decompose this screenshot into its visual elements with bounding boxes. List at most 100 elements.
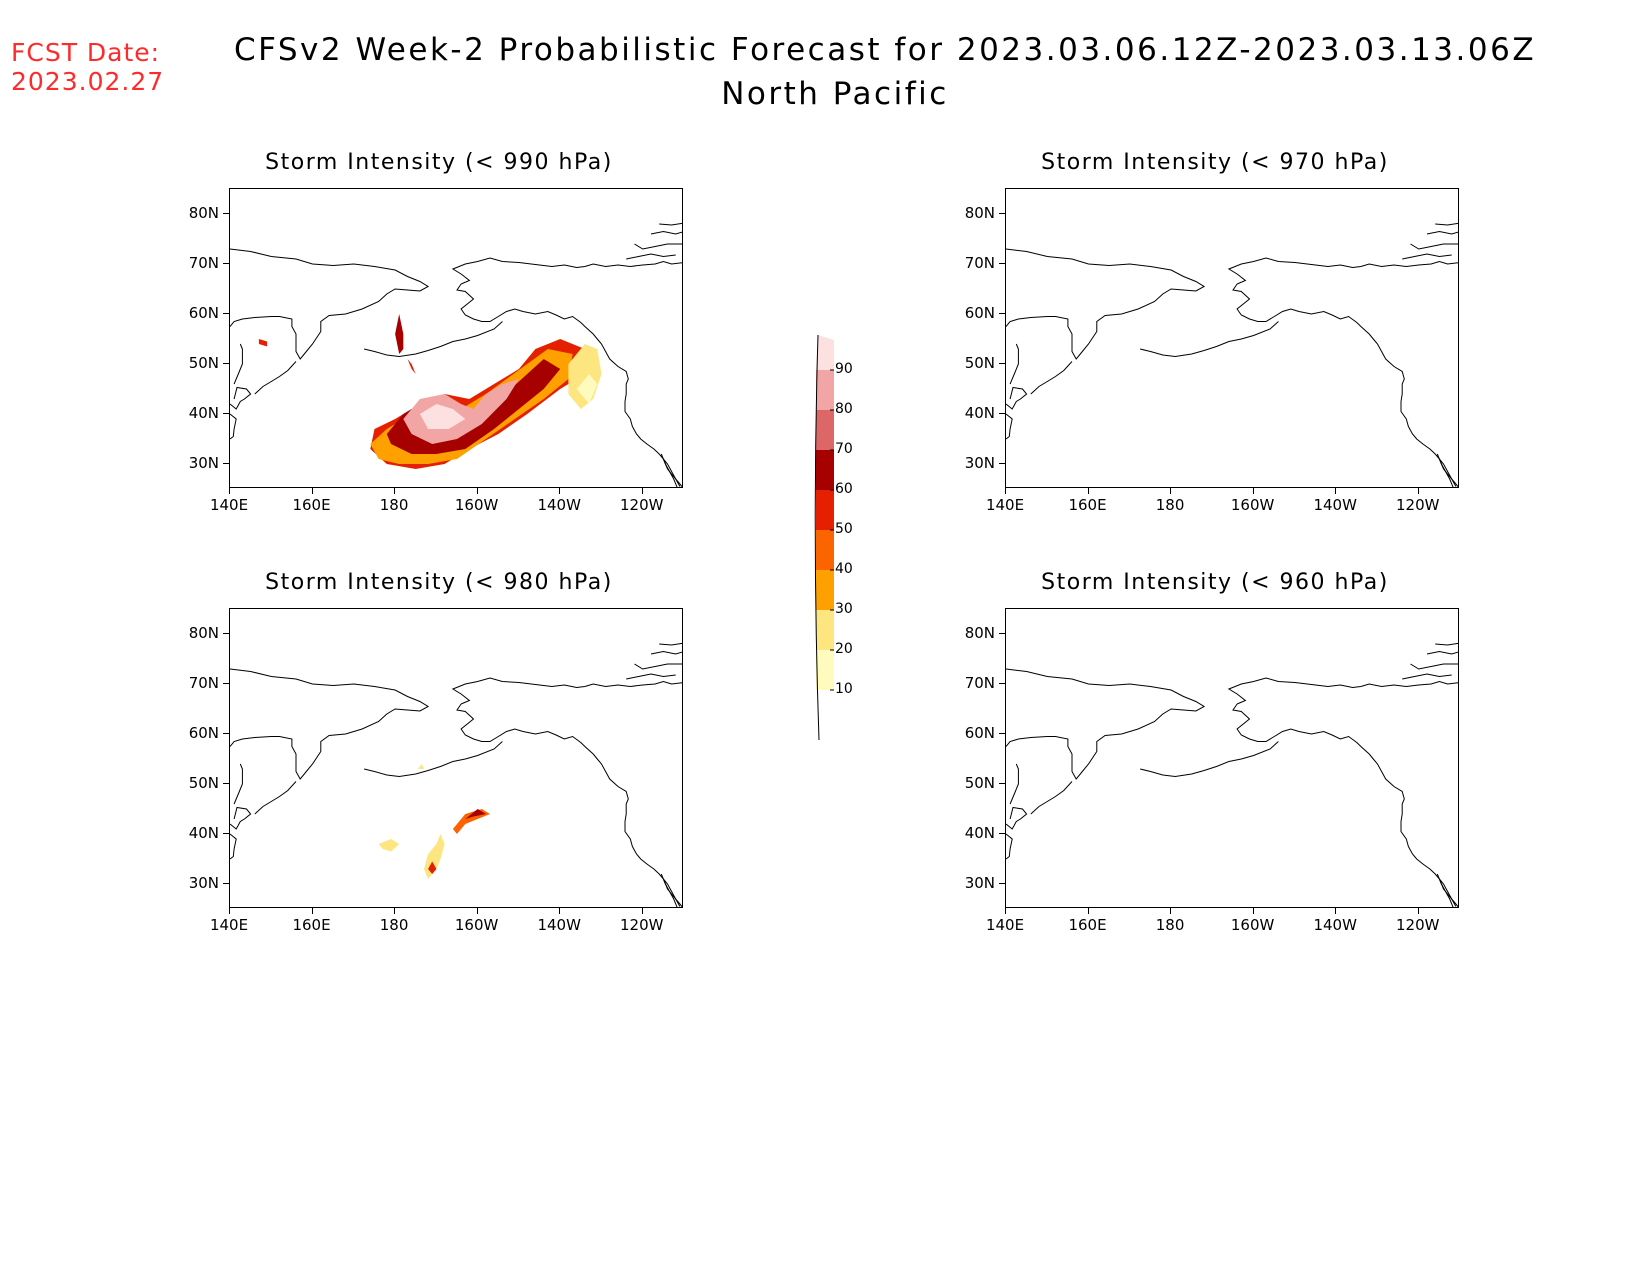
colorbar-level-label: 70 [835, 441, 853, 457]
lat-tick-label: 30N [188, 874, 219, 892]
map-canvas [1006, 642, 1458, 907]
lat-tick [999, 413, 1005, 414]
lon-tick [229, 488, 230, 494]
lat-tick [999, 733, 1005, 734]
lon-tick [229, 908, 230, 914]
lat-tick [999, 883, 1005, 884]
colorbar-level-label: 40 [835, 561, 853, 577]
lat-tick-label: 70N [188, 254, 219, 272]
forecast-date-label: FCST Date: [11, 38, 161, 67]
map-canvas [230, 222, 682, 487]
coastline [254, 361, 297, 395]
lon-tick-label: 140E [209, 496, 249, 514]
probability-region [465, 809, 486, 819]
lon-tick-label: 160W [1230, 916, 1275, 934]
lat-tick-label: 40N [188, 404, 219, 422]
lon-tick-label: 140W [537, 496, 581, 514]
coastline [1227, 257, 1458, 285]
coastline [1232, 703, 1458, 907]
colorbar-level-label: 30 [835, 601, 853, 617]
coastline [230, 668, 430, 780]
coastline [634, 663, 682, 670]
coastline [626, 253, 676, 260]
probability-region [419, 404, 466, 429]
map-970 [1005, 188, 1459, 488]
colorbar-segment [816, 450, 834, 490]
lat-tick-label: 60N [964, 304, 995, 322]
coastline [1232, 283, 1458, 487]
coastline [659, 642, 682, 646]
coastline [1006, 386, 1028, 410]
lon-tick [1335, 908, 1337, 914]
forecast-date-value: 2023.02.27 [11, 67, 165, 96]
coastline [254, 781, 297, 815]
lon-tick-label: 160E [292, 916, 331, 934]
lon-tick-label: 120W [1395, 496, 1440, 514]
coastline [230, 806, 252, 830]
coastline [1402, 253, 1452, 260]
coastline [1006, 248, 1206, 360]
probability-region [395, 314, 404, 354]
lon-tick [1005, 908, 1006, 914]
lon-tick [1170, 908, 1172, 914]
colorbar-segment [816, 410, 834, 450]
coastline [1030, 781, 1073, 815]
colorbar-segment [816, 335, 834, 370]
panel-title: Storm Intensity (< 990 hPa) [265, 150, 613, 175]
lat-tick-label: 50N [964, 354, 995, 372]
panel-960: Storm Intensity (< 960 hPa) 80N 70N 60N 50N… [935, 570, 1495, 990]
lat-tick [999, 833, 1005, 834]
lat-tick-label: 80N [188, 204, 219, 222]
coastline [634, 243, 682, 250]
panel-970: Storm Intensity (< 970 hPa) 80N 70N 60N 50N… [935, 150, 1495, 570]
coastline [1438, 878, 1457, 907]
probability-region [428, 861, 437, 874]
colorbar-level-label: 80 [835, 401, 853, 417]
lon-tick [1005, 488, 1006, 494]
lon-tick [1417, 908, 1419, 914]
lon-tick [311, 488, 313, 494]
map-canvas [230, 642, 682, 907]
panel-title: Storm Intensity (< 960 hPa) [1041, 570, 1389, 595]
coastline [660, 873, 678, 907]
lon-tick-label: 160E [1068, 496, 1107, 514]
main-title: CFSv2 Week-2 Probabilistic Forecast for … [233, 32, 1537, 68]
lat-tick-label: 40N [964, 824, 995, 842]
panel-title: Storm Intensity (< 970 hPa) [1041, 150, 1389, 175]
coastline [650, 650, 682, 655]
coastline [1436, 873, 1454, 907]
map-960 [1005, 608, 1459, 908]
map-canvas [1006, 222, 1458, 487]
lon-tick [476, 488, 478, 494]
coastline [660, 453, 678, 487]
coastline [233, 343, 243, 385]
lon-tick [1170, 488, 1172, 494]
lat-tick [223, 213, 229, 214]
lon-tick [641, 488, 643, 494]
colorbar-segment [816, 650, 834, 690]
coastline [1436, 453, 1454, 487]
colorbar-segment [816, 530, 834, 570]
colorbar-level-label: 20 [835, 641, 853, 657]
panel-title: Storm Intensity (< 980 hPa) [265, 570, 613, 595]
lat-tick [999, 213, 1005, 214]
lat-tick-label: 50N [188, 354, 219, 372]
lon-tick [311, 908, 313, 914]
colorbar-segment [816, 610, 834, 650]
coastline [1410, 243, 1458, 250]
lat-tick [999, 633, 1005, 634]
lat-tick [223, 363, 229, 364]
coastline [451, 257, 682, 285]
lat-tick-label: 80N [964, 204, 995, 222]
coastline [662, 878, 681, 907]
coastline [1139, 321, 1279, 358]
lat-tick [999, 683, 1005, 684]
lon-tick [476, 908, 478, 914]
lat-tick-label: 40N [188, 824, 219, 842]
panel-980: Storm Intensity (< 980 hPa) 80N 70N 60N 50N… [159, 570, 719, 990]
lat-tick-label: 60N [964, 724, 995, 742]
lon-tick-label: 120W [1395, 916, 1440, 934]
panel-990: Storm Intensity (< 990 hPa) 80N 70N 60N 50N… [159, 150, 719, 570]
lon-tick-label: 180 [1155, 496, 1185, 514]
coastline [1009, 763, 1019, 805]
